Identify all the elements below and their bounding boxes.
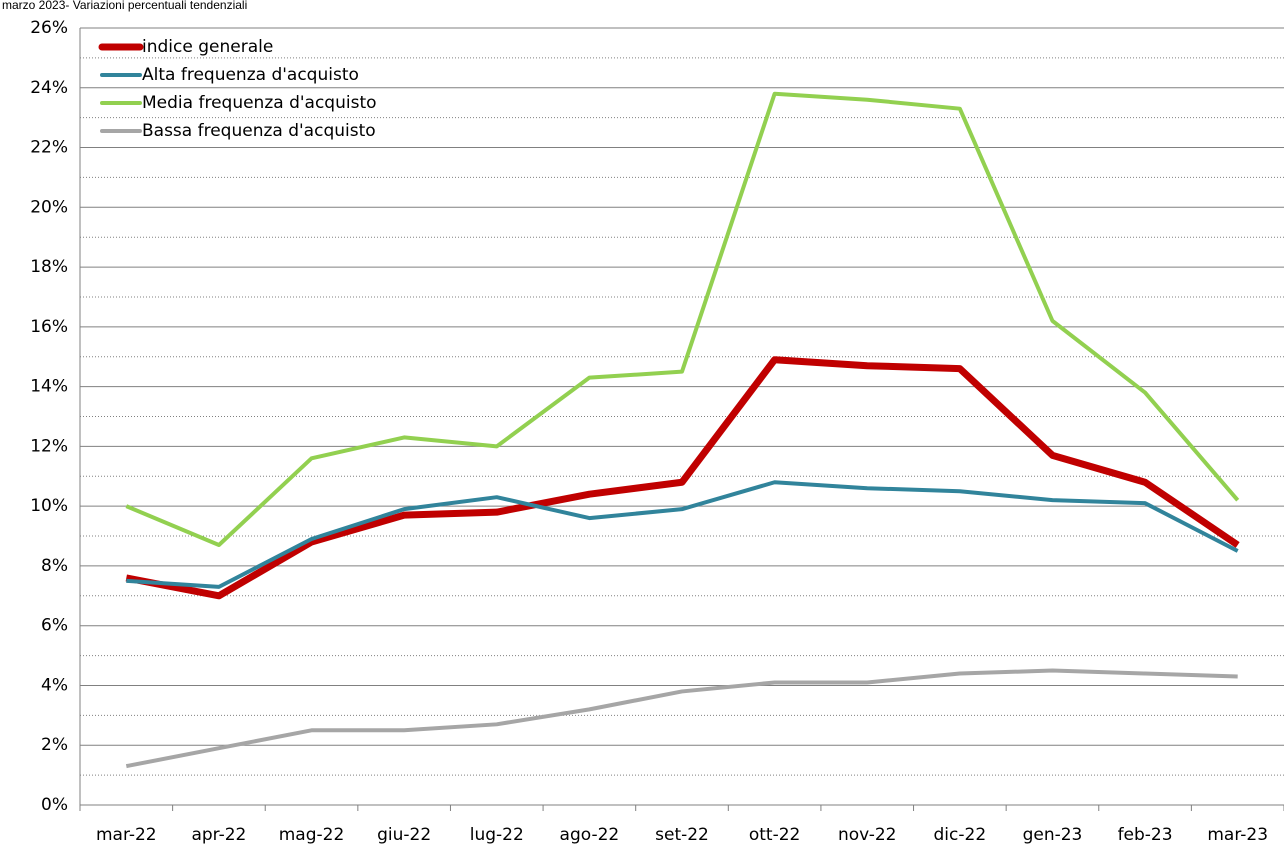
- x-tick-label: apr-22: [191, 825, 246, 845]
- y-tick-label: 16%: [30, 317, 68, 337]
- x-tick-label: nov-22: [838, 825, 897, 845]
- x-tick-label: ago-22: [560, 825, 620, 845]
- y-tick-label: 12%: [30, 436, 68, 456]
- y-tick-label: 6%: [41, 616, 68, 636]
- x-tick-label: mar-22: [96, 825, 157, 845]
- series-line: [125, 356, 1240, 600]
- y-tick-label: 20%: [30, 197, 68, 217]
- x-tick-label: gen-23: [1023, 825, 1083, 845]
- legend-label: Alta frequenza d'acquisto: [142, 65, 359, 85]
- y-tick-label: 8%: [41, 556, 68, 576]
- legend-label: Media frequenza d'acquisto: [142, 93, 377, 113]
- series-line: [126, 480, 1239, 589]
- y-tick-label: 10%: [30, 496, 68, 516]
- y-tick-label: 4%: [41, 675, 68, 695]
- x-tick-label: set-22: [655, 825, 709, 845]
- y-tick-label: 14%: [30, 377, 68, 397]
- x-tick-label: ott-22: [749, 825, 801, 845]
- x-tick-label: mar-23: [1207, 825, 1268, 845]
- chart-title: marzo 2023- Variazioni percentuali tende…: [2, 0, 247, 12]
- y-tick-label: 26%: [30, 18, 68, 38]
- y-tick-label: 0%: [41, 795, 68, 815]
- y-tick-label: 22%: [30, 138, 68, 158]
- series-line: [125, 668, 1238, 769]
- y-tick-label: 18%: [30, 257, 68, 277]
- x-tick-label: feb-23: [1118, 825, 1173, 845]
- y-tick-label: 24%: [30, 78, 68, 98]
- series-line: [125, 91, 1240, 548]
- x-tick-label: dic-22: [934, 825, 987, 845]
- x-tick-label: lug-22: [470, 825, 524, 845]
- x-tick-label: mag-22: [279, 825, 345, 845]
- x-tick-label: giu-22: [377, 825, 431, 845]
- legend-label: indice generale: [142, 37, 273, 57]
- y-tick-label: 2%: [41, 735, 68, 755]
- legend-label: Bassa frequenza d'acquisto: [142, 121, 376, 141]
